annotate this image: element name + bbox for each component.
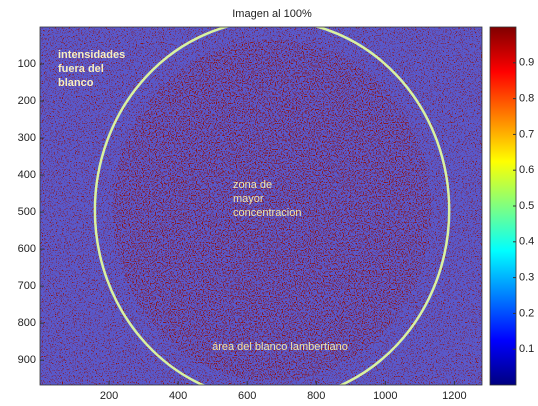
colorbar-tick-label: 0.6 xyxy=(519,164,534,176)
colorbar-tick-label: 0.5 xyxy=(519,200,534,212)
annotation: área del blanco lambertiano xyxy=(212,341,348,353)
colorbar-tick-label: 0.1 xyxy=(519,343,534,355)
x-tick-label: 400 xyxy=(169,390,187,402)
annotation: blanco xyxy=(58,77,94,89)
annotation: mayor xyxy=(233,193,264,205)
colorbar-tick-label: 0.3 xyxy=(519,272,534,284)
y-tick-label: 900 xyxy=(18,354,36,366)
x-tick-label: 1200 xyxy=(442,390,466,402)
x-tick-label: 800 xyxy=(307,390,325,402)
y-tick-label: 800 xyxy=(18,317,36,329)
annotation: fuera del xyxy=(58,63,104,75)
y-tick-label: 700 xyxy=(18,280,36,292)
colorbar-tick-label: 0.7 xyxy=(519,128,534,140)
y-tick-label: 200 xyxy=(18,95,36,107)
colorbar-tick-label: 0.2 xyxy=(519,307,534,319)
y-tick-label: 400 xyxy=(18,169,36,181)
y-tick-label: 600 xyxy=(18,243,36,255)
x-tick-label: 200 xyxy=(100,390,118,402)
annotation: concentracion xyxy=(233,207,302,219)
colorbar-tick-label: 0.9 xyxy=(519,57,534,69)
annotation: intensidades xyxy=(58,49,125,61)
figure: Imagen al 100% 200 400 600 800 1000 1200 100 20… xyxy=(0,0,538,406)
x-tick-label: 1000 xyxy=(373,390,397,402)
y-tick-label: 500 xyxy=(18,206,36,218)
colorbar xyxy=(490,27,516,385)
chart-title: Imagen al 100% xyxy=(232,8,312,20)
y-tick-label: 100 xyxy=(18,58,36,70)
annotation: zona de xyxy=(233,179,272,191)
x-tick-label: 600 xyxy=(238,390,256,402)
colorbar-tick-label: 0.8 xyxy=(519,93,534,105)
colorbar-tick-label: 0.4 xyxy=(519,236,534,248)
y-tick-label: 300 xyxy=(18,132,36,144)
